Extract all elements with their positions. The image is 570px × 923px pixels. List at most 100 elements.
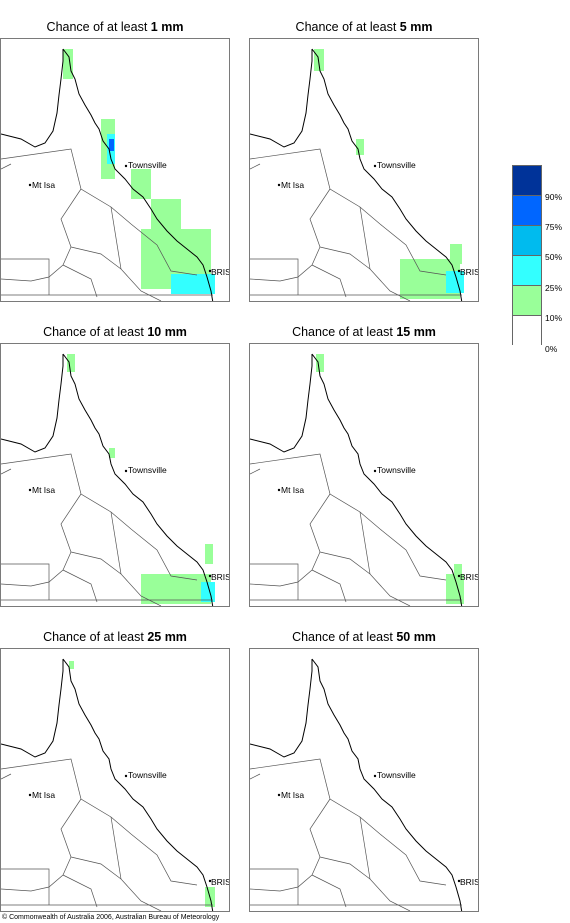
- district-boundary: [130, 223, 198, 276]
- district-boundary: [1, 493, 82, 587]
- probability-area: [67, 354, 75, 372]
- panel-title: Chance of at least 10 mm: [0, 325, 230, 339]
- probability-area: [316, 354, 324, 372]
- rainfall-probability-map: Townsville Mt Isa BRIS: [0, 343, 230, 607]
- probability-area: [454, 564, 462, 574]
- district-boundary: [379, 833, 447, 886]
- district-boundary: [250, 798, 331, 892]
- district-boundary: [130, 528, 198, 581]
- district-boundary: [250, 563, 299, 600]
- legend-tick: 50%: [545, 252, 563, 262]
- district-boundary: [1, 798, 82, 892]
- map-svg: [1, 658, 215, 911]
- rainfall-probability-map: Townsville Mt Isa BRIS: [0, 648, 230, 912]
- town-marker: [457, 879, 461, 883]
- district-boundary: [1, 773, 12, 780]
- panel-title: Chance of at least 15 mm: [249, 325, 479, 339]
- town-marker: [373, 164, 377, 168]
- district-boundary: [1, 868, 50, 905]
- probability-area: [191, 239, 211, 269]
- bris-label: BRIS: [460, 267, 479, 277]
- probability-area: [63, 49, 73, 79]
- rainfall-probability-map: Townsville Mt Isa BRIS: [249, 343, 479, 607]
- probability-area: [109, 448, 115, 458]
- panel-title: Chance of at least 50 mm: [249, 630, 479, 644]
- coastline: [311, 48, 463, 301]
- legend-tick: 0%: [545, 344, 558, 354]
- panel-title-prefix: Chance of at least: [43, 325, 148, 339]
- district-boundary: [319, 856, 371, 880]
- rainfall-probability-map: Townsville Mt Isa BRIS: [0, 38, 230, 302]
- bris-label: BRIS: [460, 877, 479, 887]
- district-boundary: [62, 569, 98, 603]
- town-marker: [28, 488, 32, 492]
- legend-swatch-50-75: [512, 225, 542, 255]
- mt-isa-label: Mt Isa: [32, 180, 56, 190]
- probability-area: [314, 49, 324, 71]
- panel-title-threshold: 1 mm: [150, 20, 184, 34]
- district-boundary: [110, 816, 162, 911]
- mt-isa-label: Mt Isa: [32, 485, 56, 495]
- coastline: [1, 49, 64, 148]
- mt-isa-label: Mt Isa: [32, 790, 56, 800]
- legend-swatch-75-90: [512, 195, 542, 225]
- district-boundary: [1, 563, 50, 600]
- townsville-label: Townsville: [128, 770, 167, 780]
- rainfall-probability-map: Townsville Mt Isa BRIS: [249, 648, 479, 912]
- town-marker: [373, 774, 377, 778]
- legend-swatch-0-10: [512, 315, 542, 345]
- district-boundary: [359, 206, 411, 301]
- panel-title-threshold: 25 mm: [147, 630, 187, 644]
- legend-tick: 10%: [545, 313, 563, 323]
- town-marker: [277, 488, 281, 492]
- probability-area: [446, 574, 464, 604]
- probability-area: [356, 139, 364, 155]
- town-marker: [124, 164, 128, 168]
- district-boundary: [250, 258, 299, 295]
- district-boundary: [1, 468, 12, 475]
- townsville-label: Townsville: [377, 160, 416, 170]
- legend-swatch-10-25: [512, 285, 542, 315]
- legend-swatch-90-100: [512, 165, 542, 195]
- district-boundary: [250, 773, 261, 780]
- district-boundary: [250, 188, 331, 282]
- coastline: [62, 48, 214, 301]
- bris-label: BRIS: [211, 267, 230, 277]
- map-svg: [250, 48, 464, 301]
- district-boundary: [311, 569, 347, 603]
- townsville-label: Townsville: [377, 770, 416, 780]
- panel-title: Chance of at least 25 mm: [0, 630, 230, 644]
- probability-area: [151, 199, 181, 229]
- copyright-footer: © Commonwealth of Australia 2006, Austra…: [2, 914, 220, 921]
- legend-tick: 25%: [545, 283, 563, 293]
- legend-tick: 90%: [545, 192, 563, 202]
- coastline: [250, 49, 313, 148]
- district-boundary: [110, 206, 162, 301]
- district-boundary: [1, 188, 82, 282]
- coastline: [311, 658, 463, 911]
- town-marker: [277, 183, 281, 187]
- probability-area: [69, 661, 74, 669]
- district-boundary: [379, 223, 447, 276]
- panel-title: Chance of at least 1 mm: [0, 20, 230, 34]
- panel-title-prefix: Chance of at least: [43, 630, 148, 644]
- mt-isa-label: Mt Isa: [281, 790, 305, 800]
- coastline: [62, 658, 214, 911]
- town-marker: [28, 183, 32, 187]
- panel-title-prefix: Chance of at least: [292, 630, 397, 644]
- town-marker: [208, 574, 212, 578]
- district-boundary: [62, 264, 98, 298]
- district-boundary: [319, 551, 371, 575]
- map-svg: [1, 48, 215, 301]
- town-marker: [208, 879, 212, 883]
- coastline: [1, 659, 64, 758]
- district-boundary: [70, 246, 122, 270]
- district-boundary: [250, 868, 299, 905]
- panel-title-prefix: Chance of at least: [46, 20, 151, 34]
- district-boundary: [319, 246, 371, 270]
- town-marker: [373, 469, 377, 473]
- panel-title: Chance of at least 5 mm: [249, 20, 479, 34]
- panel-title-prefix: Chance of at least: [292, 325, 397, 339]
- panel-title-threshold: 10 mm: [147, 325, 187, 339]
- district-boundary: [70, 551, 122, 575]
